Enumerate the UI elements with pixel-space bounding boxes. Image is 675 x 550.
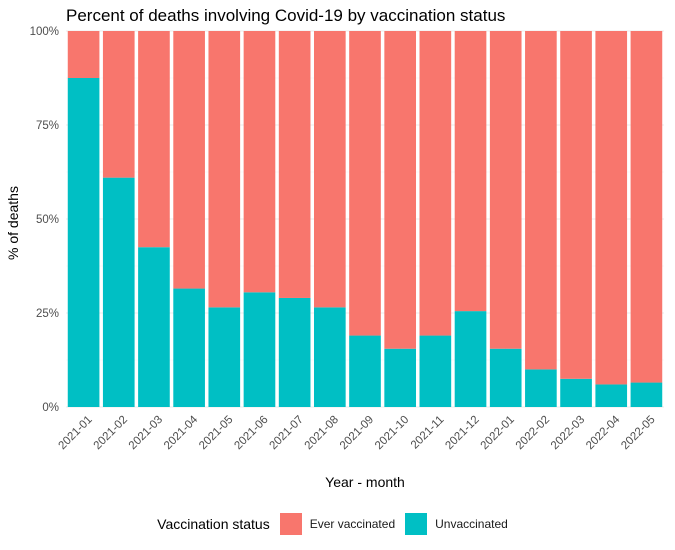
x-tick-label: 2022-03 <box>549 414 587 452</box>
bar-ever-vaccinated-2021-06 <box>243 31 276 293</box>
bar-ever-vaccinated-2021-04 <box>173 31 205 289</box>
legend-label-ever-vaccinated: Ever vaccinated <box>309 517 396 531</box>
bar-unvaccinated-2021-09 <box>349 335 381 407</box>
bar-ever-vaccinated-2022-01 <box>489 31 522 349</box>
bar-ever-vaccinated-2022-03 <box>560 31 592 379</box>
legend-label-unvaccinated: Unvaccinated <box>435 517 508 531</box>
bar-unvaccinated-2021-08 <box>313 307 346 407</box>
y-tick-label: 0% <box>42 402 59 414</box>
bar-unvaccinated-2022-03 <box>560 378 592 407</box>
legend: Vaccination status Ever vaccinated Unvac… <box>0 510 675 538</box>
bar-ever-vaccinated-2021-08 <box>313 31 346 308</box>
bar-unvaccinated-2021-01 <box>67 78 100 407</box>
x-tick-label: 2021-08 <box>303 414 341 452</box>
x-tick-label: 2021-01 <box>56 414 94 452</box>
bar-ever-vaccinated-2021-12 <box>454 31 487 312</box>
bar-ever-vaccinated-2021-01 <box>67 31 100 78</box>
bar-ever-vaccinated-2021-05 <box>208 31 241 308</box>
bar-ever-vaccinated-2022-05 <box>630 31 663 383</box>
bar-unvaccinated-2021-05 <box>208 307 241 407</box>
legend-key-ever-vaccinated <box>279 513 302 535</box>
bar-unvaccinated-2021-11 <box>419 335 452 407</box>
bar-unvaccinated-2021-06 <box>243 292 276 407</box>
bar-ever-vaccinated-2021-07 <box>278 31 311 298</box>
x-tick-label: 2021-12 <box>443 414 481 452</box>
x-tick-label: 2022-05 <box>619 414 657 452</box>
bar-unvaccinated-2022-05 <box>630 382 663 407</box>
bar-unvaccinated-2021-04 <box>173 288 205 407</box>
x-tick-label: 2021-09 <box>338 414 376 452</box>
x-tick-label: 2021-05 <box>197 414 235 452</box>
bar-unvaccinated-2022-01 <box>489 348 522 407</box>
x-axis-label: Year - month <box>325 474 405 490</box>
bar-unvaccinated-2021-07 <box>278 297 311 407</box>
x-tick-label: 2021-04 <box>162 413 201 452</box>
bar-ever-vaccinated-2022-04 <box>595 31 628 385</box>
bar-ever-vaccinated-2021-02 <box>102 31 135 178</box>
y-tick-label: 100% <box>30 26 59 38</box>
x-tick-label: 2021-02 <box>92 414 130 452</box>
x-tick-label: 2021-06 <box>232 414 270 452</box>
x-tick-label: 2022-01 <box>479 414 517 452</box>
x-tick-label: 2022-04 <box>584 413 623 452</box>
bar-ever-vaccinated-2021-11 <box>419 31 452 336</box>
x-tick-label: 2021-03 <box>127 414 165 452</box>
y-tick-label: 50% <box>36 214 59 226</box>
bar-unvaccinated-2022-04 <box>595 384 628 407</box>
legend-item-ever-vaccinated: Ever vaccinated <box>279 513 396 535</box>
bar-ever-vaccinated-2021-10 <box>384 31 417 349</box>
bar-ever-vaccinated-2022-02 <box>525 31 557 370</box>
x-tick-label: 2022-02 <box>514 414 552 452</box>
x-tick-label: 2021-11 <box>409 414 447 452</box>
chart-title: Percent of deaths involving Covid-19 by … <box>66 6 506 25</box>
legend-key-unvaccinated <box>405 513 428 535</box>
x-tick-label: 2021-07 <box>268 414 306 452</box>
legend-item-unvaccinated: Unvaccinated <box>405 513 508 535</box>
bar-unvaccinated-2021-02 <box>102 177 135 407</box>
bar-unvaccinated-2021-03 <box>138 247 170 407</box>
bar-unvaccinated-2021-10 <box>384 348 417 407</box>
bar-unvaccinated-2022-02 <box>525 369 557 407</box>
y-tick-label: 25% <box>36 308 59 320</box>
bar-ever-vaccinated-2021-09 <box>349 31 381 336</box>
x-tick-label: 2021-10 <box>373 414 411 452</box>
bar-unvaccinated-2021-12 <box>454 311 487 407</box>
legend-title: Vaccination status <box>157 516 270 532</box>
bar-ever-vaccinated-2021-03 <box>138 31 170 248</box>
y-tick-label: 75% <box>36 120 59 132</box>
